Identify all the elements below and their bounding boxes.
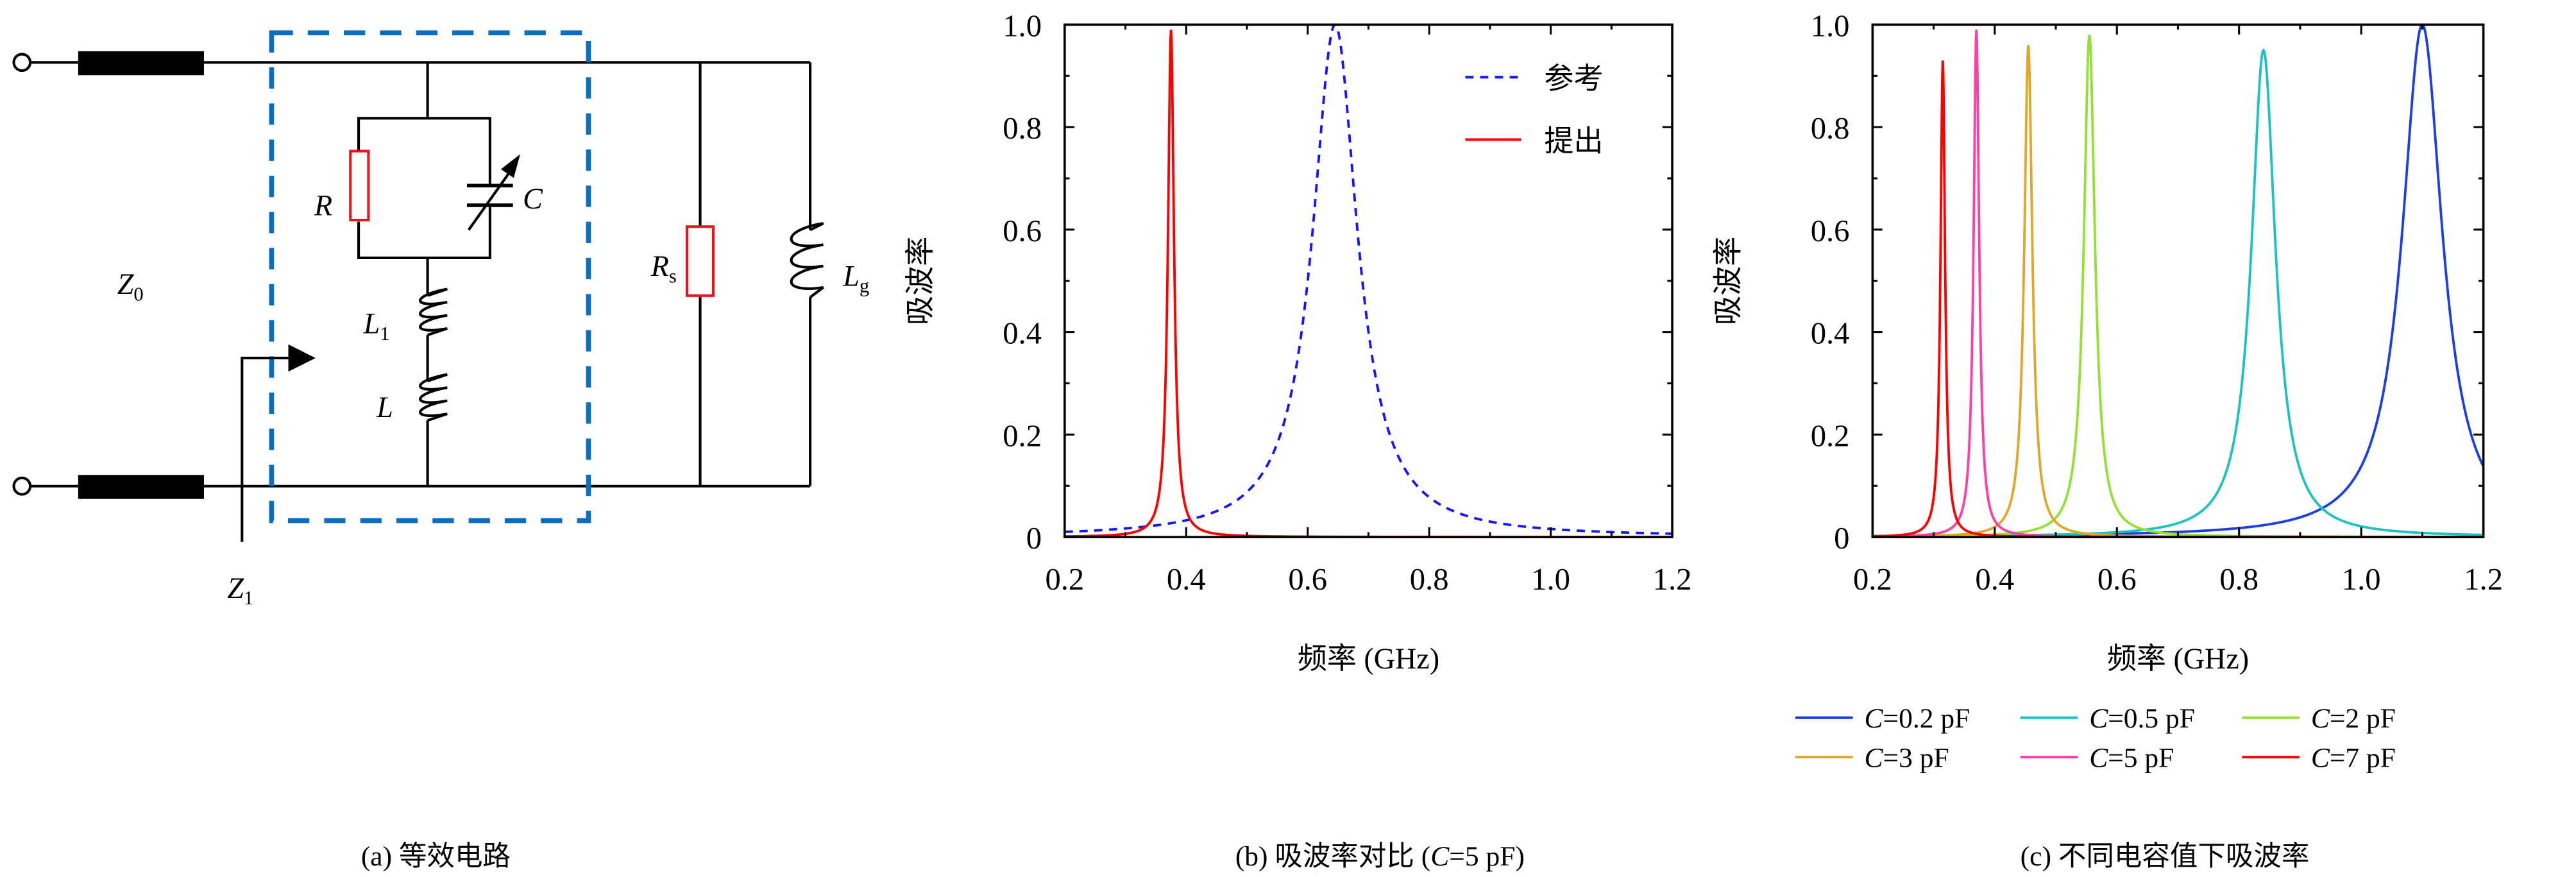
y-tick-label: 0.2 [1003, 418, 1042, 453]
y-tick-label: 0 [1026, 521, 1042, 556]
inductor-L [419, 373, 448, 422]
x-tick-label: 0.4 [1167, 562, 1206, 597]
y-tick-label: 1.0 [1811, 8, 1850, 43]
resistor-Rs [686, 225, 715, 297]
legend-label: C=3 pF [1865, 742, 1949, 773]
resistor-R [349, 149, 370, 222]
x-tick-label: 0.2 [1853, 562, 1892, 597]
y-axis-label: 吸波率 [1711, 237, 1744, 325]
y-tick-label: 0.6 [1811, 214, 1850, 248]
series-line-4 [1872, 30, 2484, 538]
line-block-top [78, 51, 204, 76]
y-tick-label: 0.4 [1811, 316, 1850, 351]
legend-label: C=5 pF [2089, 742, 2174, 773]
y-tick-label: 0.4 [1003, 316, 1042, 351]
variable-arrow-icon [467, 166, 514, 231]
series-line-3 [1872, 45, 2484, 538]
legend-label: C=0.2 pF [1865, 703, 1970, 734]
arrowhead-icon [500, 154, 520, 178]
x-tick-label: 0.8 [1410, 562, 1449, 597]
series-line-1 [1064, 30, 1673, 538]
x-tick-label: 0.2 [1045, 562, 1084, 597]
x-tick-label: 0.8 [2219, 562, 2258, 597]
y-tick-label: 0.8 [1811, 111, 1850, 146]
series-line-0 [1872, 23, 2485, 538]
y-tick-label: 0.2 [1811, 418, 1850, 453]
label-C: C [523, 182, 543, 215]
terminal-top [12, 53, 32, 72]
series-line-0 [1064, 23, 1673, 535]
wire [357, 205, 491, 259]
wire [357, 117, 491, 186]
legend-c: C=0.2 pF C=0.5 pF C=2 pF C=3 pF C=5 pF C=7 pF [1795, 703, 2396, 773]
caption-c: (c) 不同电容值下吸波率 [2021, 841, 2310, 872]
circuit-labels: R C L1 L Rs Lg Z0 Z1 (a) 等效电路 [117, 182, 869, 872]
line-block-bottom [78, 475, 204, 499]
x-axis-label: 频率 (GHz) [2107, 642, 2249, 675]
x-tick-label: 1.0 [1531, 562, 1570, 597]
x-tick-label: 1.0 [2342, 562, 2381, 597]
series-line-2 [1872, 35, 2484, 538]
inductor-Lg [790, 222, 824, 298]
label-R: R [314, 189, 332, 221]
x-tick-label: 0.6 [2097, 562, 2137, 597]
series-line-5 [1872, 60, 2484, 538]
label-L1: L1 [363, 307, 390, 345]
x-axis-label: 频率 (GHz) [1298, 642, 1439, 675]
label-Rs: Rs [650, 250, 677, 287]
plot-frame [1063, 23, 1674, 538]
legend-label-reference: 参考 [1544, 62, 1603, 95]
y-tick-label: 0.6 [1003, 214, 1042, 248]
x-tick-label: 1.2 [2464, 562, 2503, 597]
circuit-diagram [12, 30, 824, 542]
legend-b: 参考 提出 [1465, 62, 1603, 158]
y-tick-label: 0.8 [1003, 111, 1042, 146]
label-Z0: Z0 [117, 268, 144, 305]
arrowhead-icon [288, 344, 316, 372]
x-tick-label: 1.2 [1653, 562, 1692, 597]
label-Z1: Z1 [227, 572, 253, 609]
caption-b: (b) 吸波率对比 (C=5 pF) [1235, 841, 1525, 872]
x-tick-label: 0.4 [1975, 562, 2014, 597]
y-tick-label: 1.0 [1003, 8, 1042, 43]
series-line-1 [1872, 48, 2484, 538]
legend-label: C=7 pF [2311, 742, 2396, 773]
legend-label: C=0.5 pF [2089, 703, 2195, 734]
plot-frame [1871, 23, 2485, 538]
chart-absorption-comparison: 00.20.40.60.81.00.2 0.4 0.6 0.8 1.0 1.2频率 (GH… [904, 8, 1691, 675]
terminal-bottom [12, 476, 32, 496]
inductor-L1 [419, 287, 448, 337]
caption-a: (a) 等效电路 [361, 841, 511, 872]
y-tick-label: 0 [1834, 521, 1849, 556]
chart-capacitance-sweep: 00.20.40.60.81.00.2 0.4 0.6 0.8 1.0 1.2频率 (GH… [1711, 8, 2503, 675]
dashed-equivalent-box [269, 30, 591, 524]
y-axis-label: 吸波率 [904, 237, 936, 325]
label-Lg: Lg [842, 259, 869, 296]
legend-label-proposed: 提出 [1544, 125, 1603, 158]
legend-label: C=2 pF [2311, 703, 2396, 734]
x-tick-label: 0.6 [1288, 562, 1327, 597]
label-L: L [376, 391, 393, 423]
z1-reference-arrow [241, 357, 290, 542]
